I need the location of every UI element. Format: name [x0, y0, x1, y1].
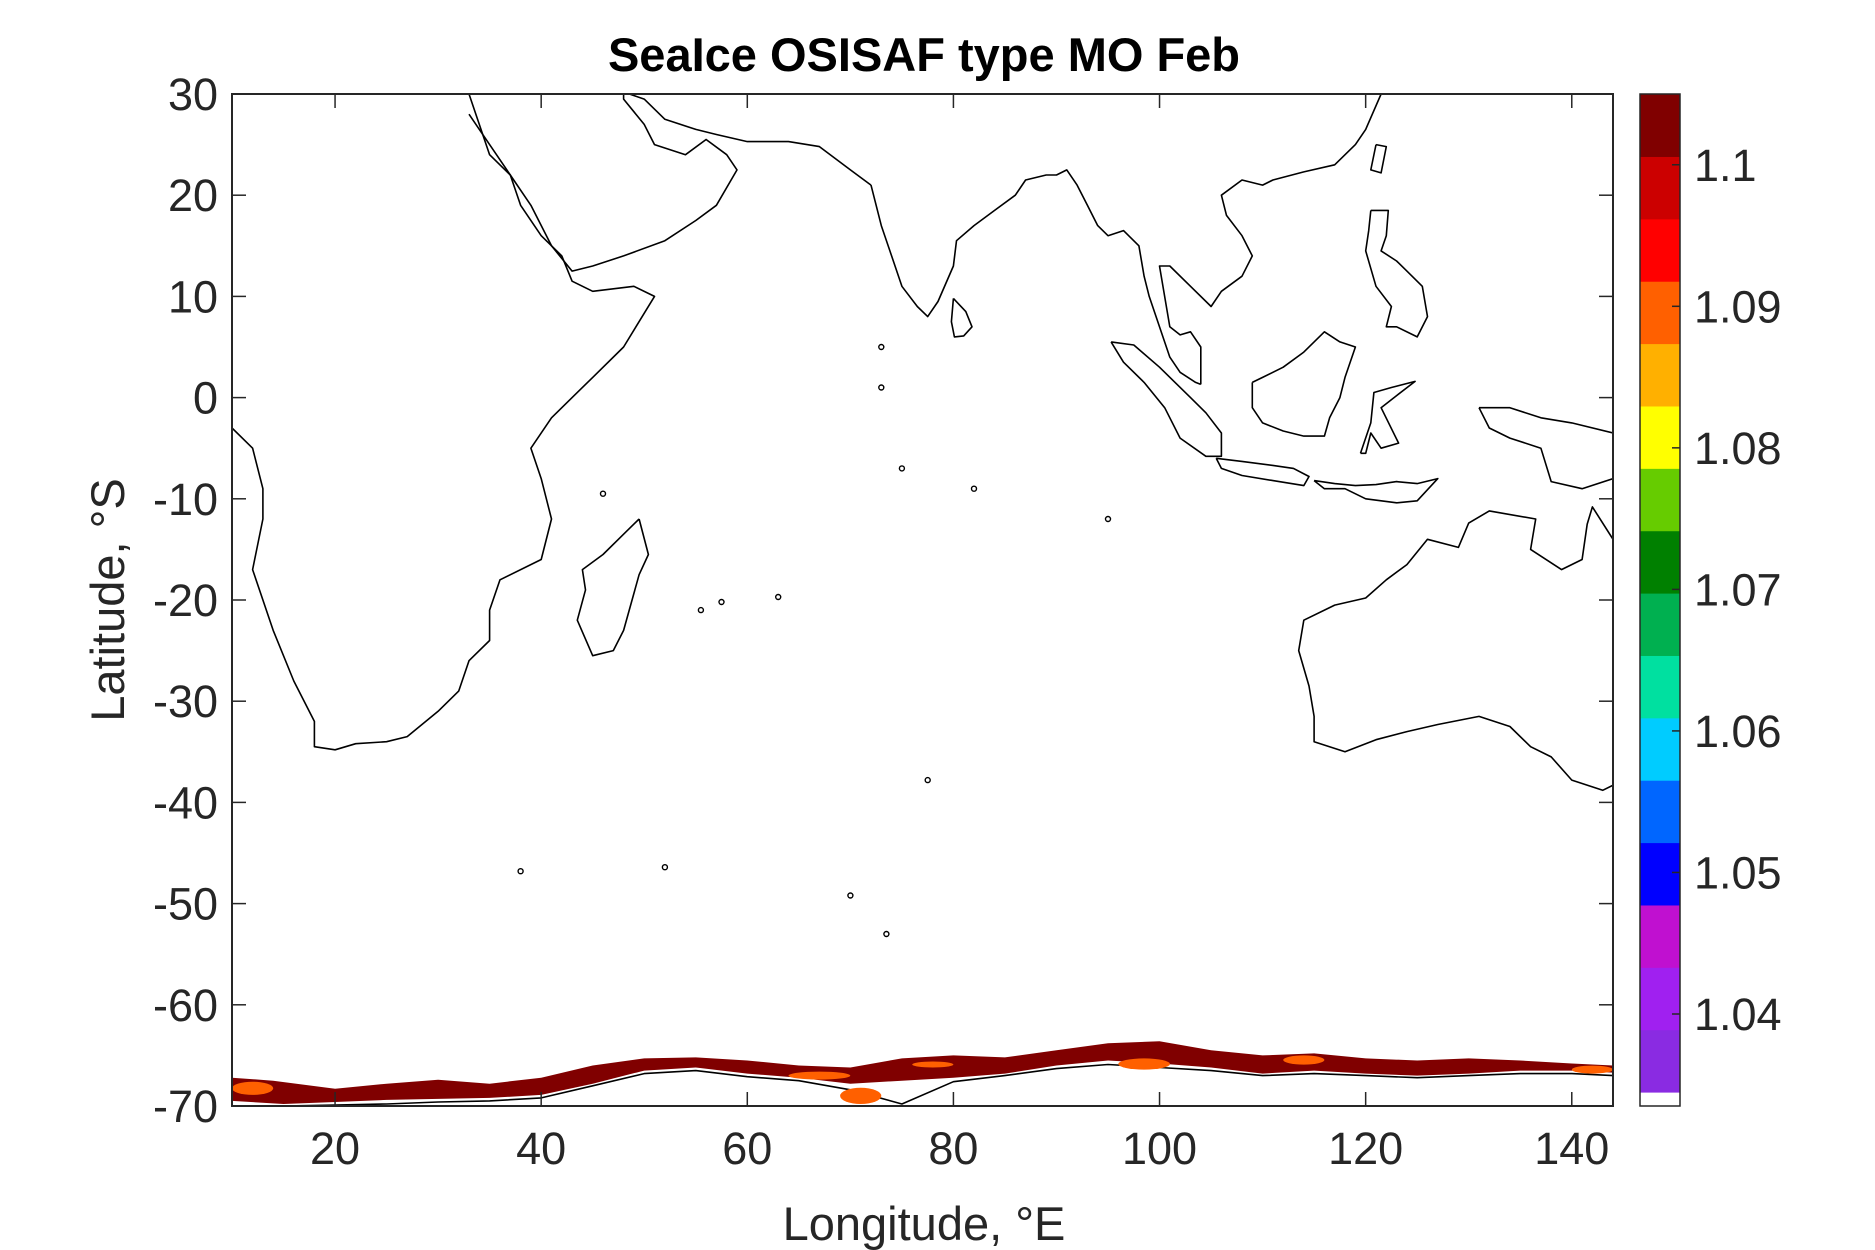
colorbar-tick-label: 1.08 — [1694, 423, 1782, 474]
colorbar-scale — [1640, 94, 1680, 1106]
island-coastline — [878, 343, 885, 351]
colorbar-tick-label: 1.07 — [1694, 564, 1782, 615]
y-tick-label: -30 — [153, 676, 218, 727]
x-tick-label: 140 — [1534, 1123, 1609, 1174]
x-axis-label: Longitude, °E — [783, 1197, 1066, 1250]
sumatra-coastline — [1110, 341, 1223, 458]
sea-ice-patch — [912, 1061, 954, 1068]
colorbar-ticks: 1.1 1.09 1.08 1.07 1.06 1.05 1.04 — [1672, 140, 1782, 1040]
island-coastline — [599, 490, 607, 497]
island-coastline — [883, 930, 890, 938]
y-tick-label: -20 — [153, 575, 218, 626]
colorbar-tick-label: 1.05 — [1694, 847, 1782, 898]
colorbar-swatch — [1640, 717, 1680, 781]
island-coastline — [898, 465, 906, 472]
island-coastline — [517, 868, 524, 875]
coastlines — [232, 94, 1613, 1106]
australia-coastline — [1297, 506, 1613, 792]
borneo-coastline — [1251, 330, 1357, 437]
island-coastline — [661, 864, 669, 871]
y-tick-label: 0 — [193, 373, 218, 424]
madagascar-coastline — [576, 518, 650, 657]
philippines-coastline — [1364, 209, 1429, 338]
colorbar-swatch — [1640, 1029, 1680, 1093]
y-tick-label: 10 — [168, 271, 218, 322]
y-tick-label: -60 — [153, 980, 218, 1031]
sea-ice-band — [232, 1041, 1613, 1104]
colorbar-swatch — [1640, 967, 1680, 1031]
island-coastline — [878, 384, 885, 391]
x-tick-label: 40 — [516, 1123, 566, 1174]
sea-ice-patch — [1283, 1055, 1325, 1065]
colorbar-swatch — [1640, 593, 1680, 656]
taiwan-coastline — [1370, 143, 1388, 174]
lesser-sunda-coastline — [1313, 477, 1439, 504]
colorbar-tick-label: 1.06 — [1694, 706, 1782, 757]
persia-coastline — [626, 94, 872, 186]
x-tick-label: 60 — [722, 1123, 772, 1174]
colorbar-swatch — [1640, 780, 1680, 844]
colorbar-swatch — [1640, 530, 1680, 594]
island-coastline — [924, 776, 931, 784]
x-tick-label: 100 — [1122, 1123, 1197, 1174]
x-tick-label: 20 — [310, 1123, 360, 1174]
x-axis-ticks: 20 40 60 80 100 120 140 — [310, 94, 1609, 1174]
new-guinea-coastline — [1478, 406, 1613, 490]
island-coastline — [1104, 515, 1112, 523]
y-tick-label: 30 — [168, 69, 218, 120]
island-coastline — [697, 606, 705, 614]
map-background — [232, 94, 1613, 1106]
island-coastline — [775, 593, 782, 601]
colorbar: 1.1 1.09 1.08 1.07 1.06 1.05 1.04 — [1639, 93, 1782, 1107]
sea-ice-patch — [232, 1081, 274, 1095]
y-tick-label: -10 — [153, 474, 218, 525]
map-plot-area: 20 40 60 80 100 120 140 3020100-10-20-30-40-50… — [153, 69, 1614, 1174]
y-axis-ticks: 30 20 10 0 -10 -20 -30 -40 -50 -60 -70 — [153, 69, 1613, 1132]
colorbar-swatch — [1640, 405, 1680, 469]
colorbar-swatch — [1640, 904, 1680, 968]
y-axis-label: Latitude, °S — [81, 478, 134, 722]
arabia-coastline — [468, 94, 738, 272]
island-coastline — [847, 892, 854, 899]
sea-ice-patch — [1118, 1058, 1170, 1070]
colorbar-tick-label: 1.09 — [1694, 281, 1782, 332]
y-tick-label: -40 — [153, 777, 218, 828]
sea-ice-patch — [788, 1071, 851, 1080]
sea-ice-patch — [840, 1087, 882, 1104]
x-tick-label: 80 — [928, 1123, 978, 1174]
antarctica-coastline — [232, 1063, 1613, 1106]
colorbar-tick-label: 1.04 — [1694, 989, 1782, 1040]
y-tick-label: -70 — [153, 1081, 218, 1132]
colorbar-frame — [1639, 93, 1681, 1107]
colorbar-swatch — [1640, 218, 1680, 282]
colorbar-tick-label: 1.1 — [1694, 140, 1757, 191]
island-coastline — [718, 598, 725, 606]
y-tick-label: -50 — [153, 879, 218, 930]
colorbar-nodata-swatch — [1640, 1092, 1680, 1106]
sri-lanka-coastline — [950, 297, 973, 338]
indochina-coastline — [1158, 94, 1382, 385]
x-tick-label: 120 — [1328, 1123, 1403, 1174]
colorbar-swatch — [1640, 655, 1680, 719]
colorbar-swatch — [1640, 281, 1680, 345]
java-coastline — [1215, 457, 1310, 487]
chart-title: SeaIce OSISAF type MO Feb — [608, 28, 1240, 81]
colorbar-swatch — [1640, 842, 1680, 906]
colorbar-swatch — [1640, 156, 1680, 220]
sulawesi-coastline — [1359, 380, 1416, 455]
sea-ice-patch — [1571, 1065, 1613, 1074]
colorbar-swatch — [1640, 94, 1680, 157]
india-coastline — [870, 169, 1202, 386]
colorbar-swatch — [1640, 343, 1680, 407]
y-tick-label: 20 — [168, 170, 218, 221]
sea-ice-field — [232, 1041, 1613, 1104]
island-coastline — [970, 485, 978, 492]
colorbar-swatch — [1640, 468, 1680, 532]
